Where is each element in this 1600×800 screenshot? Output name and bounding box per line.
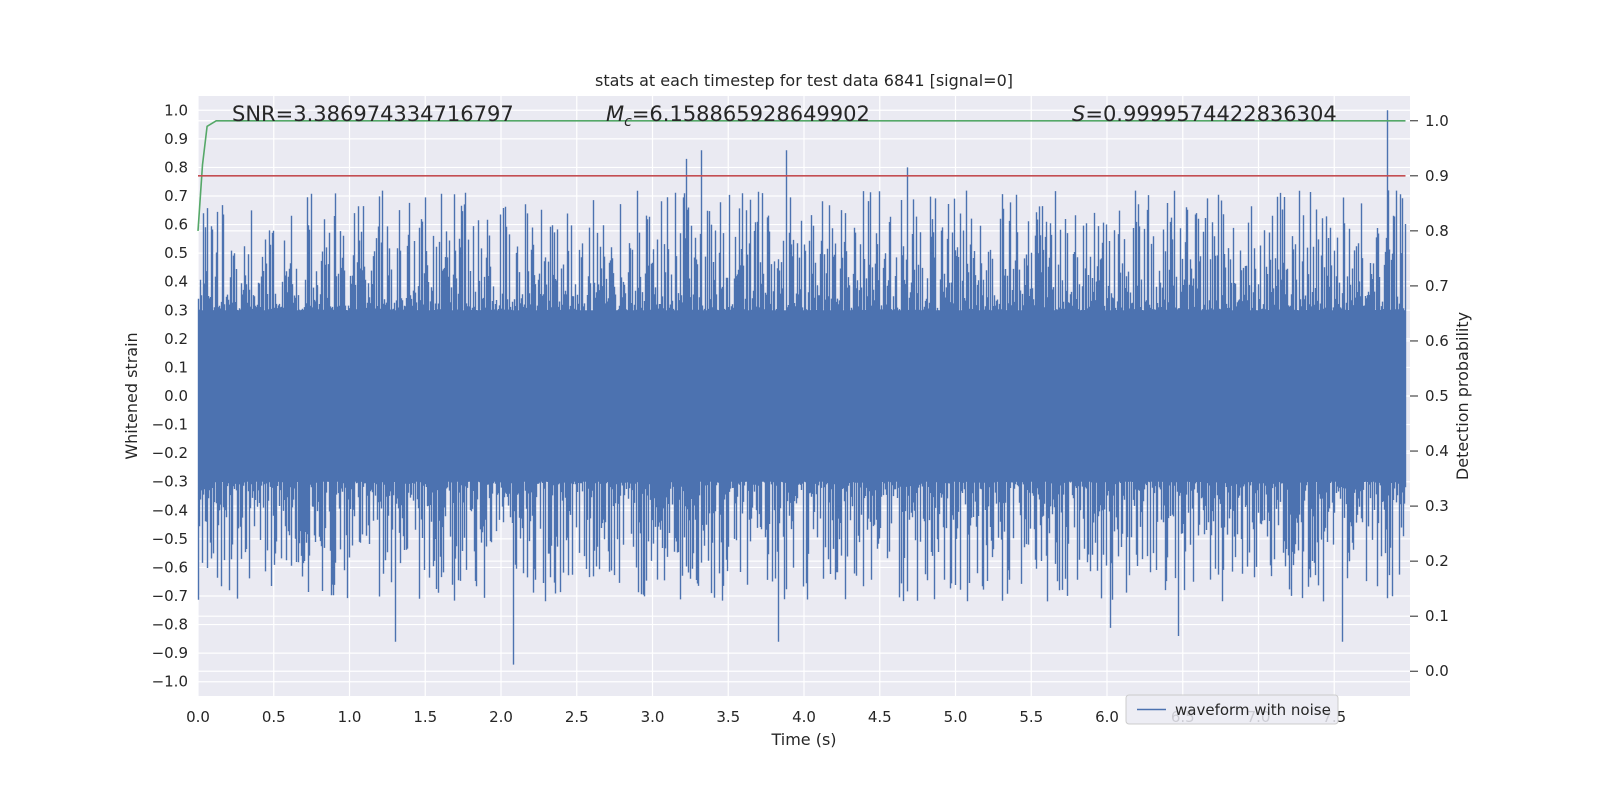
y-tick-label: −0.1 — [152, 416, 188, 434]
y2-tick-label: 0.8 — [1425, 222, 1449, 240]
x-axis-label: Time (s) — [770, 730, 836, 749]
y-tick-label: −0.2 — [152, 444, 188, 462]
chirp-mass-annotation: Mc=6.158865928649902 — [606, 102, 870, 130]
chirp-mass-subscript: c — [624, 114, 632, 130]
x-tick-label: 3.0 — [641, 708, 665, 726]
y2-tick-label: 0.6 — [1425, 332, 1449, 350]
y2-tick-label: 0.7 — [1425, 277, 1449, 295]
y-tick-label: 0.0 — [164, 387, 188, 405]
y-tick-label: 0.1 — [164, 358, 188, 376]
x-tick-label: 5.0 — [944, 708, 968, 726]
x-tick-label: 0.0 — [186, 708, 210, 726]
y2-tick-label: 0.1 — [1425, 607, 1449, 625]
y2-axis-label: Detection probability — [1453, 312, 1472, 480]
x-tick-label: 3.5 — [716, 708, 740, 726]
chirp-mass-value: =6.158865928649902 — [632, 102, 870, 126]
y2-tick-label: 0.0 — [1425, 662, 1449, 680]
y-tick-label: 0.2 — [164, 330, 188, 348]
x-tick-label: 6.0 — [1095, 708, 1119, 726]
score-symbol: S — [1072, 102, 1085, 126]
x-tick-label: 4.0 — [792, 708, 816, 726]
y-tick-label: −0.6 — [152, 558, 188, 576]
y-tick-label: −1.0 — [152, 673, 188, 691]
y-tick-label: 1.0 — [164, 101, 188, 119]
x-tick-label: 5.5 — [1019, 708, 1043, 726]
detection-probability-line — [197, 120, 1406, 231]
snr-annotation: SNR=3.386974334716797 — [232, 102, 514, 126]
y-tick-label: 0.3 — [164, 301, 188, 319]
y2-tick-label: 0.4 — [1425, 442, 1449, 460]
legend-label-waveform: waveform with noise — [1175, 701, 1331, 719]
legend: waveform with noise — [1125, 694, 1339, 725]
y2-tick-label: 0.3 — [1425, 497, 1449, 515]
y-tick-label: 0.8 — [164, 158, 188, 176]
x-tick-label: 4.5 — [868, 708, 892, 726]
y-tick-label: 0.7 — [164, 187, 188, 205]
x-tick-label: 2.5 — [565, 708, 589, 726]
y2-tick-label: 0.2 — [1425, 552, 1449, 570]
y-tick-label: 0.9 — [164, 130, 188, 148]
y-tick-label: −0.7 — [152, 587, 188, 605]
y-tick-label: 0.4 — [164, 273, 188, 291]
chart-title: stats at each timestep for test data 684… — [595, 71, 1013, 90]
x-tick-label: 1.5 — [413, 708, 437, 726]
y-tick-label: −0.8 — [152, 616, 188, 634]
y-axis-label: Whitened strain — [122, 332, 141, 459]
waveform-line — [197, 110, 1407, 665]
line-series — [197, 120, 1406, 231]
y-tick-label: 0.6 — [164, 216, 188, 234]
y-tick-label: 0.5 — [164, 244, 188, 262]
chirp-mass-symbol: M — [606, 102, 624, 126]
y-tick-label: −0.5 — [152, 530, 188, 548]
score-annotation: S=0.9999574422836304 — [1072, 102, 1337, 126]
x-tick-label: 1.0 — [338, 708, 362, 726]
y2-tick-label: 0.5 — [1425, 387, 1449, 405]
x-tick-label: 0.5 — [262, 708, 286, 726]
y-tick-label: −0.9 — [152, 644, 188, 662]
ticks: 0.00.51.01.52.02.53.03.54.04.55.05.56.06… — [152, 101, 1449, 726]
y2-tick-label: 0.9 — [1425, 167, 1449, 185]
x-tick-label: 2.0 — [489, 708, 513, 726]
legend-box — [1125, 694, 1339, 725]
score-value: =0.9999574422836304 — [1085, 102, 1336, 126]
y2-tick-label: 1.0 — [1425, 112, 1449, 130]
y-tick-label: −0.4 — [152, 501, 188, 519]
waveform-series — [197, 110, 1407, 665]
y-tick-label: −0.3 — [152, 473, 188, 491]
